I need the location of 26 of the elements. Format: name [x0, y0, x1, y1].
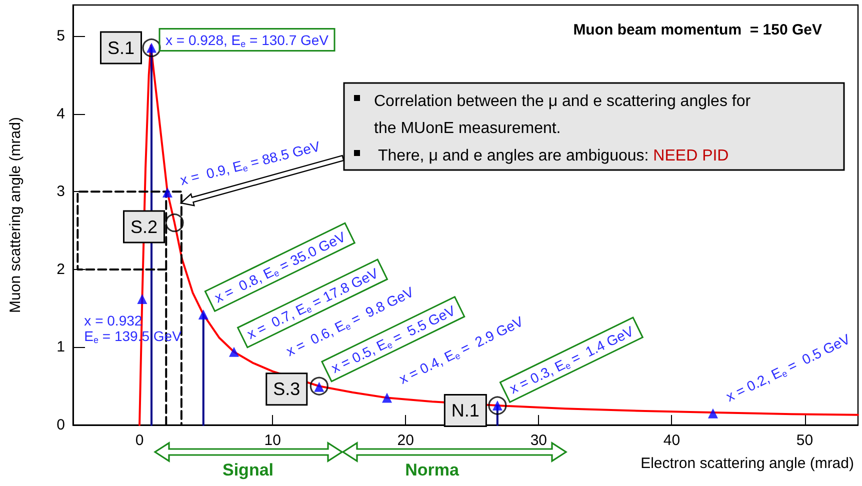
annotation: Muon beam momentum = 150 GeV: [573, 22, 822, 38]
y-tick-label: 4: [56, 105, 65, 122]
annotation: NEED PID: [653, 148, 729, 164]
annotation: x = 0.9, Ee = 88.5 GeV: [178, 138, 322, 188]
y-tick-label: 1: [56, 338, 65, 356]
x-tick-label: 50: [796, 432, 814, 449]
x-tick-label: 30: [530, 432, 548, 449]
y-tick-label: 5: [56, 28, 65, 45]
annotation: N.1: [451, 400, 480, 421]
annotation: x = 0.2, Ee = 0.5 GeV: [723, 330, 854, 405]
x-tick-label: 40: [663, 432, 680, 449]
annotation: S.3: [273, 379, 300, 400]
text: Signal: [222, 460, 274, 480]
x-tick-label: 0: [135, 432, 144, 449]
annotation: S.1: [107, 38, 134, 58]
x-tick-label: 20: [397, 432, 414, 449]
x-tick-label: 10: [264, 432, 281, 449]
annotation: Correlation between the μ and e scattering angles for the MUonE measurement.: [374, 93, 755, 137]
x-axis-title: Electron scattering angle (mrad): [640, 455, 854, 472]
annotation: There, μ and e angles are ambiguous:: [378, 148, 654, 164]
y-tick-label: 0: [56, 416, 65, 434]
y-tick-label: 3: [56, 183, 65, 200]
annotation: S.2: [130, 216, 158, 237]
y-tick-label: 2: [56, 260, 65, 278]
text: Norma: [405, 460, 460, 480]
y-axis-title: Muon scattering angle (mrad): [7, 117, 24, 313]
